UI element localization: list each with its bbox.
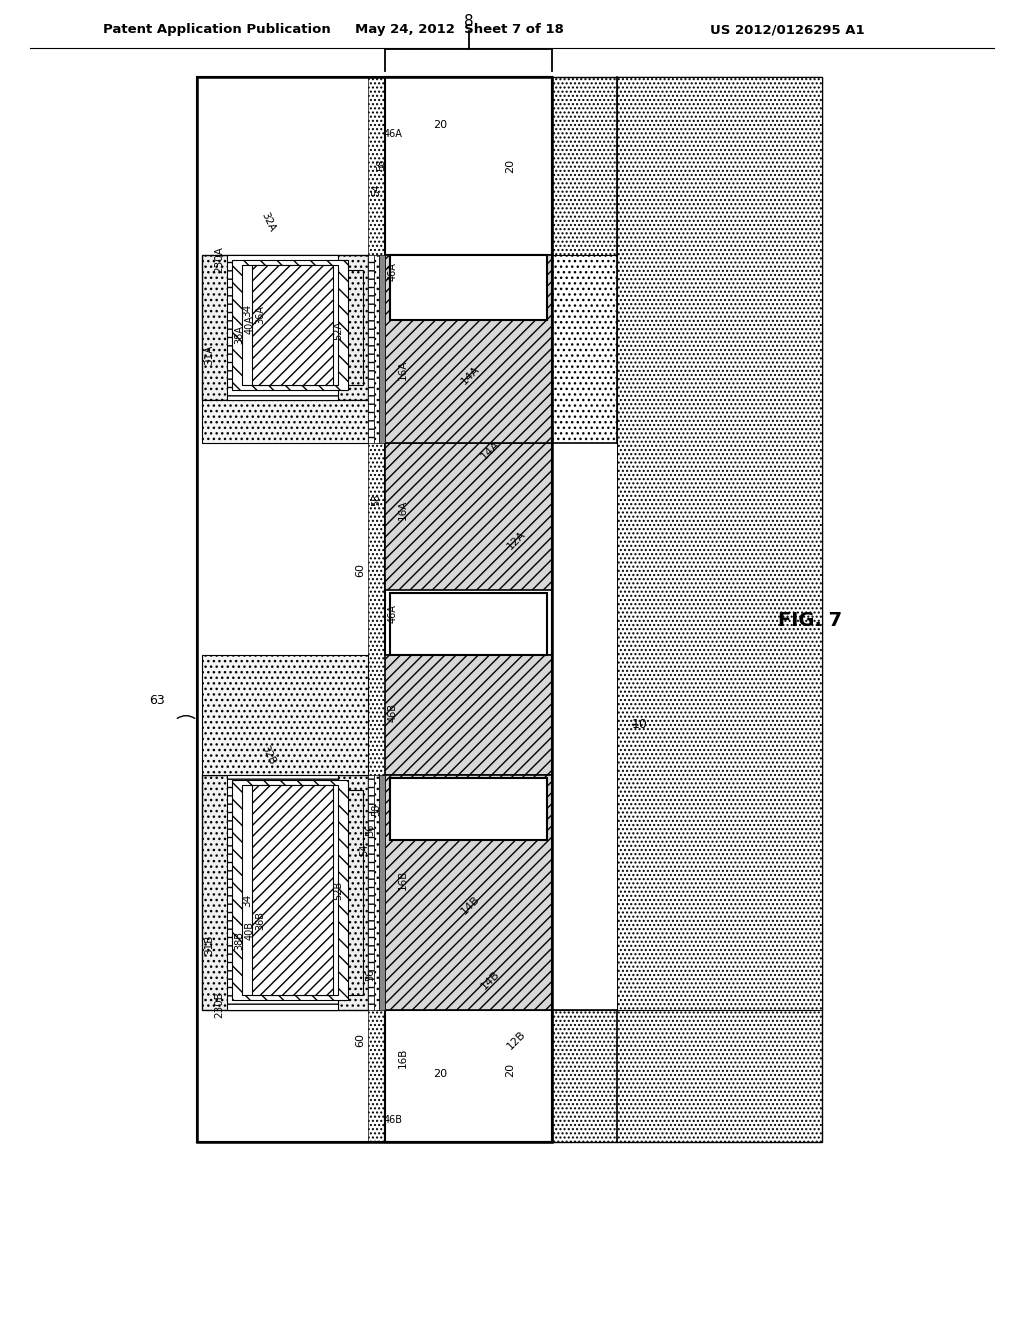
Bar (390, 593, 547, 655)
Bar (385, 1010, 552, 1142)
Bar (385, 444, 552, 655)
Bar (552, 77, 822, 1142)
Text: 16B: 16B (398, 870, 408, 890)
Text: 32A: 32A (259, 211, 276, 234)
Text: 54: 54 (359, 843, 369, 857)
Text: 230B: 230B (214, 991, 224, 1019)
Bar (313, 271, 362, 385)
Text: 32B: 32B (259, 743, 276, 767)
Bar (313, 789, 362, 995)
Text: 60: 60 (355, 564, 365, 577)
Text: 14A: 14A (479, 438, 501, 461)
Text: 12A: 12A (505, 529, 527, 552)
Bar (552, 255, 617, 1010)
Text: 34: 34 (242, 304, 252, 317)
Text: 36A: 36A (255, 305, 265, 325)
Text: 31A: 31A (204, 345, 214, 366)
Text: 46A: 46A (384, 129, 402, 139)
Text: 46A: 46A (388, 605, 398, 623)
Bar (385, 255, 552, 444)
Bar (385, 444, 552, 590)
Text: 60: 60 (355, 1034, 365, 1047)
Text: 40B: 40B (245, 920, 255, 940)
Text: 36B: 36B (255, 911, 265, 929)
Text: 58: 58 (371, 804, 381, 816)
Text: May 24, 2012  Sheet 7 of 18: May 24, 2012 Sheet 7 of 18 (355, 24, 564, 37)
Text: 58: 58 (376, 158, 386, 172)
Bar (227, 255, 338, 400)
Text: 20: 20 (433, 120, 447, 129)
Bar (374, 255, 379, 444)
Bar (368, 775, 374, 1010)
Text: 34: 34 (242, 894, 252, 907)
Bar (552, 444, 617, 1010)
Bar (252, 265, 333, 385)
Text: 16B: 16B (398, 1048, 408, 1068)
Text: 20: 20 (505, 1063, 515, 1077)
Bar (197, 77, 552, 1142)
Text: 56: 56 (365, 824, 375, 836)
Bar (379, 775, 385, 1010)
Bar (368, 255, 374, 444)
Text: 40A: 40A (245, 315, 255, 334)
Text: 58: 58 (371, 494, 381, 506)
Bar (368, 77, 385, 1142)
Bar (379, 255, 385, 444)
Bar (202, 655, 368, 775)
Text: 14B: 14B (479, 969, 501, 991)
Text: 46B: 46B (388, 702, 398, 722)
Text: 12B: 12B (505, 1028, 527, 1051)
Bar (385, 77, 552, 444)
Text: 52A: 52A (333, 321, 343, 339)
Bar (197, 77, 368, 1142)
Text: 56: 56 (365, 969, 375, 981)
Bar (390, 777, 547, 840)
Bar (202, 775, 368, 1010)
Bar (374, 775, 379, 1010)
Bar (385, 77, 552, 255)
Text: 20: 20 (505, 158, 515, 173)
Text: Patent Application Publication: Patent Application Publication (103, 24, 331, 37)
Bar (202, 255, 368, 400)
Text: US 2012/0126295 A1: US 2012/0126295 A1 (710, 24, 864, 37)
Text: 16A: 16A (398, 360, 408, 380)
Text: 46A: 46A (388, 263, 398, 281)
Bar (252, 785, 333, 995)
Text: 46B: 46B (384, 1115, 402, 1125)
Text: 38B: 38B (234, 931, 244, 949)
Bar (227, 775, 338, 1010)
Text: 31B: 31B (204, 935, 214, 956)
Bar (390, 255, 547, 319)
Text: 16A: 16A (398, 500, 408, 520)
Bar (385, 775, 552, 1010)
Text: 54: 54 (371, 183, 381, 197)
Text: 38A: 38A (234, 326, 244, 345)
Text: FIG. 7: FIG. 7 (778, 610, 842, 630)
Text: 8: 8 (464, 13, 473, 29)
Bar (202, 400, 368, 444)
Bar (242, 785, 338, 995)
Text: 52B: 52B (333, 880, 343, 900)
Text: 14A: 14A (459, 364, 481, 387)
Text: 20: 20 (433, 1069, 447, 1078)
Text: 230A: 230A (214, 247, 224, 273)
Bar (242, 265, 338, 385)
Bar (385, 655, 552, 775)
Bar (197, 77, 552, 1142)
Bar (232, 260, 348, 389)
Bar (385, 1010, 552, 1142)
Bar (232, 780, 348, 1001)
Text: 10: 10 (632, 718, 648, 730)
Text: 14B: 14B (459, 894, 481, 916)
Text: 63: 63 (150, 693, 165, 706)
Bar (617, 77, 822, 1010)
Bar (385, 655, 552, 1142)
